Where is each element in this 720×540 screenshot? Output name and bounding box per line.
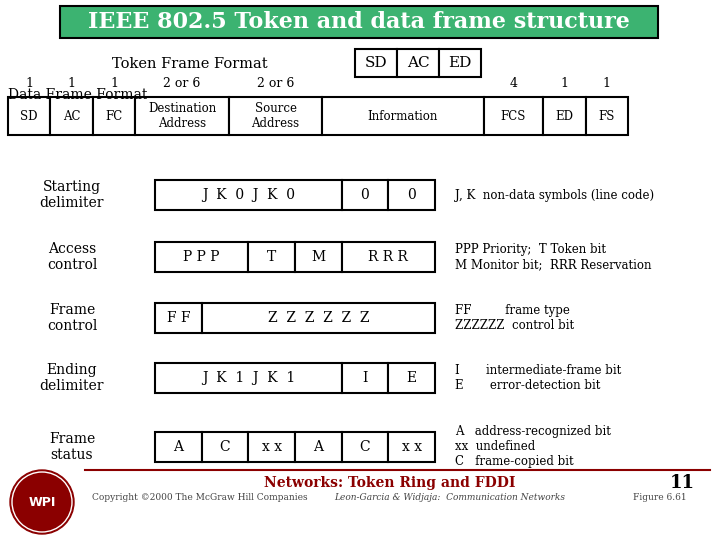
Bar xyxy=(388,363,435,393)
Bar xyxy=(484,97,543,135)
Text: 1: 1 xyxy=(68,77,76,90)
Text: I: I xyxy=(362,371,368,385)
Text: 1: 1 xyxy=(25,77,33,90)
Bar xyxy=(155,180,342,210)
Bar xyxy=(202,432,248,462)
Bar xyxy=(342,432,388,462)
Bar xyxy=(248,242,295,272)
Bar xyxy=(93,97,135,135)
Circle shape xyxy=(10,470,74,534)
Bar xyxy=(229,97,323,135)
Bar xyxy=(155,363,342,393)
Text: Source
Address: Source Address xyxy=(251,102,300,130)
Text: Z  Z  Z  Z  Z  Z: Z Z Z Z Z Z xyxy=(268,311,369,325)
Bar xyxy=(155,303,202,333)
Text: P P P: P P P xyxy=(184,250,220,264)
Text: FS: FS xyxy=(598,110,615,123)
Text: FF         frame type
ZZZZZZ  control bit: FF frame type ZZZZZZ control bit xyxy=(455,304,574,332)
Text: M: M xyxy=(311,250,325,264)
Bar xyxy=(8,97,50,135)
Bar xyxy=(397,49,439,77)
Text: Frame
control: Frame control xyxy=(47,303,97,333)
Text: FC: FC xyxy=(106,110,123,123)
Text: A: A xyxy=(313,440,323,454)
Text: 11: 11 xyxy=(670,474,695,492)
Bar xyxy=(135,97,229,135)
Bar xyxy=(295,242,342,272)
Text: Destination
Address: Destination Address xyxy=(148,102,216,130)
Text: 2 or 6: 2 or 6 xyxy=(257,77,294,90)
Bar xyxy=(323,97,484,135)
Text: PPP Priority;  T Token bit
M Monitor bit;  RRR Reservation: PPP Priority; T Token bit M Monitor bit;… xyxy=(455,243,652,271)
Text: Networks: Token Ring and FDDI: Networks: Token Ring and FDDI xyxy=(264,476,516,490)
Bar xyxy=(543,97,585,135)
Text: C: C xyxy=(360,440,370,454)
Text: I       intermediate-frame bit
E       error-detection bit: I intermediate-frame bit E error-detecti… xyxy=(455,364,621,392)
Bar xyxy=(248,432,295,462)
Text: C: C xyxy=(220,440,230,454)
Text: SD: SD xyxy=(20,110,38,123)
Text: FCS: FCS xyxy=(500,110,526,123)
Text: 4: 4 xyxy=(509,77,518,90)
Bar xyxy=(355,49,397,77)
Text: IEEE 802.5 Token and data frame structure: IEEE 802.5 Token and data frame structur… xyxy=(88,11,630,33)
Text: ED: ED xyxy=(555,110,573,123)
Text: Token Frame Format: Token Frame Format xyxy=(112,57,268,71)
Text: WPI: WPI xyxy=(28,496,55,509)
Text: 1: 1 xyxy=(603,77,611,90)
Bar xyxy=(295,432,342,462)
Text: 2 or 6: 2 or 6 xyxy=(163,77,201,90)
Bar xyxy=(342,242,435,272)
Text: x x: x x xyxy=(402,440,422,454)
Text: Leon-Garcia & Widjaja:  Communication Networks: Leon-Garcia & Widjaja: Communication Net… xyxy=(335,494,565,503)
Text: Information: Information xyxy=(368,110,438,123)
Text: SD: SD xyxy=(365,56,387,70)
Text: 1: 1 xyxy=(110,77,118,90)
Text: J  K  1  J  K  1: J K 1 J K 1 xyxy=(202,371,295,385)
Bar xyxy=(50,97,93,135)
Text: A: A xyxy=(174,440,184,454)
Bar xyxy=(388,180,435,210)
Text: AC: AC xyxy=(63,110,81,123)
Text: Starting
delimiter: Starting delimiter xyxy=(40,180,104,210)
Text: Data Frame Format: Data Frame Format xyxy=(8,88,148,102)
Text: Access
control: Access control xyxy=(47,242,97,272)
Bar xyxy=(388,432,435,462)
Text: 0: 0 xyxy=(408,188,416,202)
Text: 1: 1 xyxy=(560,77,568,90)
Bar xyxy=(202,303,435,333)
Bar xyxy=(155,432,202,462)
Text: F F: F F xyxy=(166,311,190,325)
Text: E: E xyxy=(407,371,417,385)
Text: Copyright ©2000 The McGraw Hill Companies: Copyright ©2000 The McGraw Hill Companie… xyxy=(92,494,308,503)
Text: J, K  non-data symbols (line code): J, K non-data symbols (line code) xyxy=(455,188,654,201)
Bar xyxy=(439,49,481,77)
Text: J  K  0  J  K  0: J K 0 J K 0 xyxy=(202,188,294,202)
Bar xyxy=(60,6,658,38)
Bar xyxy=(585,97,628,135)
Text: Frame
status: Frame status xyxy=(49,432,95,462)
Text: A   address-recognized bit
xx  undefined
C   frame-copied bit: A address-recognized bit xx undefined C … xyxy=(455,426,611,469)
Text: x x: x x xyxy=(261,440,282,454)
Text: T: T xyxy=(267,250,276,264)
Text: R R R: R R R xyxy=(369,250,408,264)
Text: ED: ED xyxy=(449,56,472,70)
Text: AC: AC xyxy=(407,56,429,70)
Text: Ending
delimiter: Ending delimiter xyxy=(40,363,104,393)
Bar xyxy=(342,363,388,393)
Text: 0: 0 xyxy=(361,188,369,202)
Text: Figure 6.61: Figure 6.61 xyxy=(633,494,687,503)
Bar xyxy=(155,242,248,272)
Bar xyxy=(342,180,388,210)
